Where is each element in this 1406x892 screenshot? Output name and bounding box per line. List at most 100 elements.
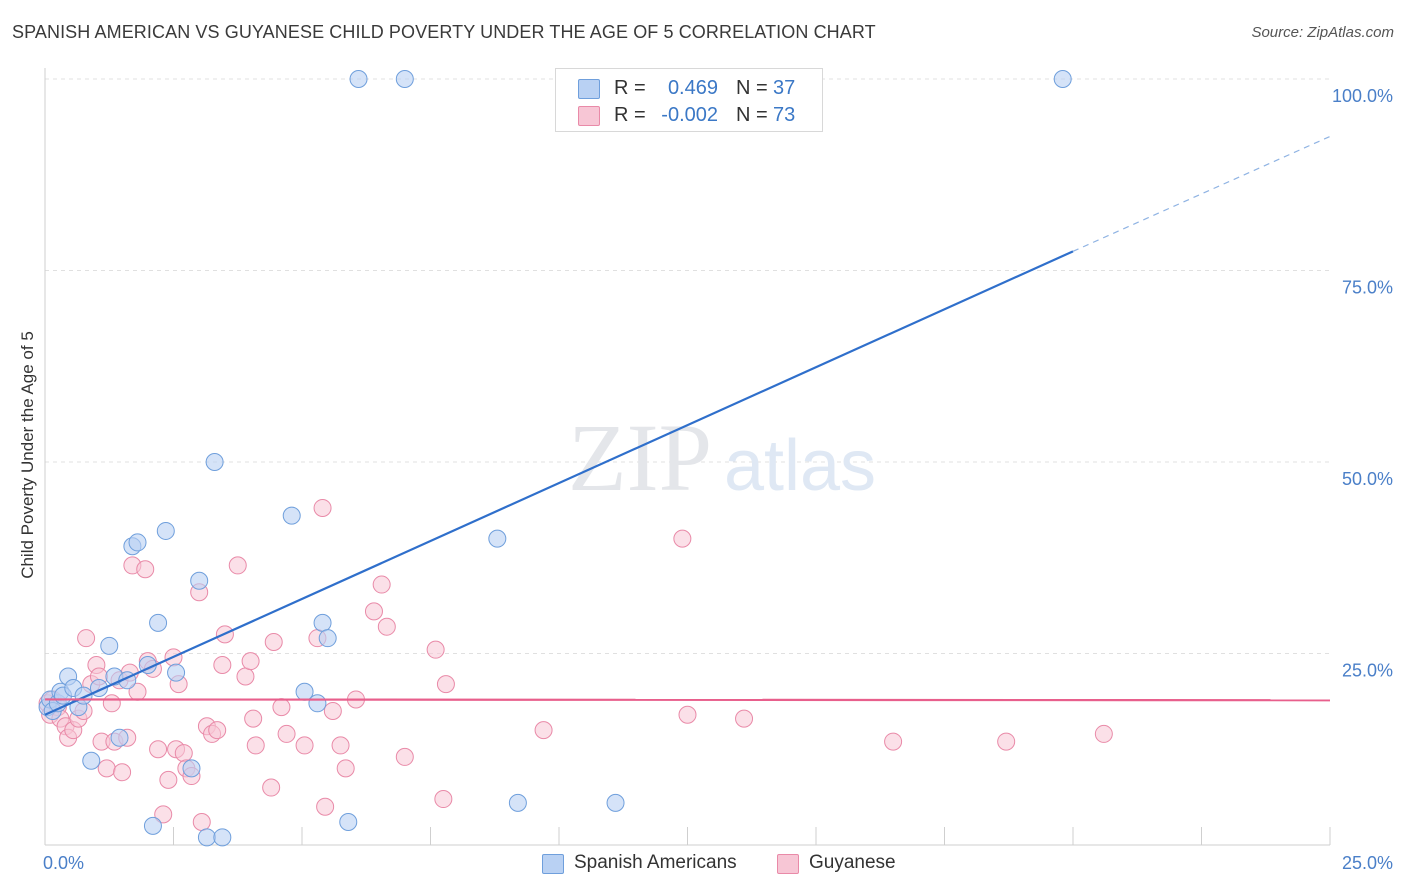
guyanese-point	[735, 709, 754, 728]
guyanese-point	[244, 709, 263, 728]
stats-legend: R = 0.469 N = 37 R = -0.002 N = 73	[555, 68, 823, 132]
spanish-americans-point	[197, 828, 216, 847]
guyanese-point	[159, 770, 178, 789]
guyanese-point	[426, 640, 445, 659]
spanish-americans-point	[82, 751, 101, 770]
guyanese-point	[323, 701, 342, 720]
spanish-americans-point	[190, 571, 209, 590]
bottom-legend-swatch-pink	[777, 854, 799, 874]
source-label: Source: ZipAtlas.com	[1251, 24, 1394, 41]
spanish-americans-point	[606, 793, 625, 812]
legend-r-label: R =	[614, 77, 646, 99]
bottom-legend-label: Spanish Americans	[574, 852, 737, 873]
guyanese-point	[1094, 724, 1113, 743]
spanish-americans-point	[156, 521, 175, 540]
y-axis-label: Child Poverty Under the Age of 5	[18, 331, 37, 579]
y-tick-label: 100.0%	[1332, 86, 1393, 106]
guyanese-point	[364, 602, 383, 621]
guyanese-point	[884, 732, 903, 751]
spanish-americans-point	[395, 70, 414, 88]
guyanese-point	[264, 633, 283, 652]
legend-n-value: 73	[773, 104, 796, 126]
y-tick-label: 25.0%	[1342, 661, 1393, 681]
legend-r-label: R =	[614, 104, 646, 126]
guyanese-point	[313, 498, 332, 517]
watermark-zip: ZIP	[568, 404, 712, 511]
spanish-americans-point	[128, 533, 147, 552]
guyanese-point	[436, 675, 455, 694]
spanish-americans-point	[282, 506, 301, 525]
spanish-americans-point	[110, 728, 129, 747]
guyanese-point	[174, 744, 193, 763]
guyanese-point	[997, 732, 1016, 751]
spanish-americans-point	[1053, 70, 1072, 88]
guyanese-point	[154, 805, 173, 824]
legend-row-spanish-americans: R = 0.469 N = 37	[556, 75, 822, 101]
spanish-americans-point	[149, 613, 168, 632]
guyanese-point	[678, 705, 697, 724]
guyanese-point	[372, 575, 391, 594]
watermark-atlas: atlas	[724, 426, 876, 506]
x-tick-label: 0.0%	[43, 853, 84, 873]
spanish-americans-point	[143, 816, 162, 835]
spanish-americans-point	[205, 453, 224, 471]
spanish-americans-point	[339, 813, 358, 832]
guyanese-point	[246, 736, 265, 755]
spanish-americans-point	[508, 793, 527, 812]
guyanese-point	[97, 759, 116, 778]
legend-swatch-blue	[578, 79, 600, 99]
legend-swatch-pink	[578, 106, 600, 126]
guyanese-point	[208, 721, 227, 740]
guyanese-point	[534, 721, 553, 740]
guyanese-point	[272, 698, 291, 717]
guyanese-point	[228, 556, 247, 575]
spanish-americans-point	[488, 529, 507, 548]
x-tick-label: 25.0%	[1342, 853, 1393, 873]
bottom-legend-label: Guyanese	[809, 852, 896, 873]
guyanese-points	[38, 498, 1113, 832]
bottom-legend-swatch-blue	[542, 854, 564, 874]
spanish-americans-trend-line	[44, 250, 1074, 716]
guyanese-point	[113, 763, 132, 782]
guyanese-point	[77, 629, 96, 648]
guyanese-point	[236, 667, 255, 686]
spanish-americans-point	[213, 828, 232, 847]
guyanese-point	[136, 560, 155, 579]
guyanese-point	[149, 740, 168, 759]
watermark: ZIP atlas	[568, 404, 876, 511]
spanish-americans-point	[167, 663, 186, 682]
guyanese-point	[395, 747, 414, 766]
guyanese-point	[277, 724, 296, 743]
spanish-americans-point	[308, 694, 327, 713]
guyanese-point	[102, 694, 121, 713]
legend-row-guyanese: R = -0.002 N = 73	[556, 102, 822, 128]
guyanese-point	[241, 652, 260, 671]
spanish-americans-point	[313, 613, 332, 632]
guyanese-point	[192, 813, 211, 832]
guyanese-point	[213, 655, 232, 674]
legend-r-value: 0.469	[667, 77, 718, 99]
y-tick-label: 50.0%	[1342, 469, 1393, 489]
guyanese-point	[377, 617, 396, 636]
legend-r-value: -0.002	[661, 104, 718, 126]
spanish-americans-point	[349, 70, 368, 88]
guyanese-point	[331, 736, 350, 755]
chart-title: SPANISH AMERICAN VS GUYANESE CHILD POVER…	[12, 22, 876, 42]
guyanese-point	[295, 736, 314, 755]
spanish-americans-points	[38, 70, 1072, 847]
guyanese-point	[673, 529, 692, 548]
legend-n-label: N =	[736, 104, 768, 126]
y-tick-label: 75.0%	[1342, 278, 1393, 298]
legend-n-label: N =	[736, 77, 768, 99]
guyanese-trend-line	[44, 698, 1331, 702]
spanish-americans-trend-extension	[1072, 135, 1331, 252]
legend-n-value: 37	[773, 77, 796, 99]
spanish-americans-point	[182, 759, 201, 778]
guyanese-point	[316, 797, 335, 816]
spanish-americans-point	[318, 629, 337, 648]
spanish-americans-point	[100, 636, 119, 655]
tick-labels: 25.0% 50.0% 75.0% 100.0% 0.0% 25.0%	[43, 86, 1393, 873]
guyanese-point	[262, 778, 281, 797]
trend-lines	[44, 135, 1331, 716]
